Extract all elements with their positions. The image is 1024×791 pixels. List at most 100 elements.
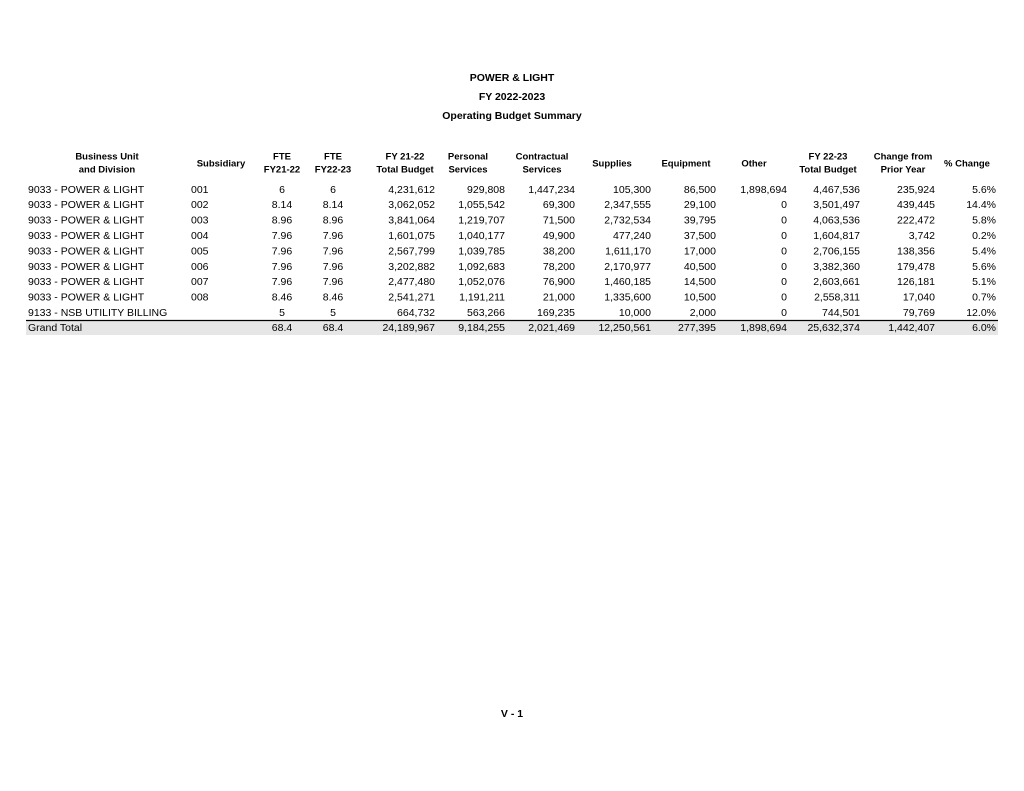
cell: 76,900 <box>543 276 575 288</box>
cell: 169,235 <box>537 307 575 319</box>
cell: 9033 - POWER & LIGHT <box>28 292 145 304</box>
cell: 8.14 <box>272 199 293 211</box>
cell: 9033 - POWER & LIGHT <box>28 245 145 257</box>
cell: 744,501 <box>822 307 860 319</box>
cell: 179,478 <box>897 261 935 273</box>
cell: 2,541,271 <box>388 292 435 304</box>
cell: 0 <box>781 245 787 257</box>
cell: 21,000 <box>543 292 575 304</box>
cell: 3,841,064 <box>388 215 435 227</box>
cell: 6 <box>279 184 285 196</box>
cell: 1,601,075 <box>388 230 435 242</box>
cell: 69,300 <box>543 199 575 211</box>
cell: 1,052,076 <box>458 276 505 288</box>
title: POWER & LIGHT <box>470 72 555 84</box>
cell: 006 <box>191 261 209 273</box>
cell: 12.0% <box>966 307 996 319</box>
column-header: Total Budget <box>376 165 434 176</box>
column-header: Personal <box>448 152 488 163</box>
cell: 3,382,360 <box>813 261 860 273</box>
cell: 1,039,785 <box>458 245 505 257</box>
column-header: FY 21-22 <box>386 152 425 163</box>
page-number: V - 1 <box>501 708 523 720</box>
cell: 1,447,234 <box>528 184 575 196</box>
cell: 1,092,683 <box>458 261 505 273</box>
cell: 2,477,480 <box>388 276 435 288</box>
cell: 17,040 <box>903 292 935 304</box>
cell: 7.96 <box>272 245 293 257</box>
cell: 8.46 <box>272 292 293 304</box>
cell: 2,567,799 <box>388 245 435 257</box>
cell: 2,170,977 <box>604 261 651 273</box>
cell: 5.6% <box>972 184 996 196</box>
cell: 10,500 <box>684 292 716 304</box>
cell: 9033 - POWER & LIGHT <box>28 215 145 227</box>
cell: 7.96 <box>323 245 344 257</box>
cell: 29,100 <box>684 199 716 211</box>
cell: 1,191,211 <box>459 292 505 304</box>
column-header: Equipment <box>661 159 711 170</box>
cell: 138,356 <box>897 245 935 257</box>
cell: 5.4% <box>972 245 996 257</box>
column-header: Total Budget <box>799 165 857 176</box>
cell: 003 <box>191 215 209 227</box>
total-cell: 1,898,694 <box>740 322 787 334</box>
cell: 0 <box>781 276 787 288</box>
cell: 8.96 <box>272 215 293 227</box>
subtitle: FY 2022-2023 <box>479 91 546 103</box>
total-cell: 68.4 <box>323 322 344 334</box>
column-header: Subsidiary <box>197 159 246 170</box>
cell: 3,501,497 <box>813 199 860 211</box>
cell: 439,445 <box>897 199 935 211</box>
total-cell: 25,632,374 <box>807 322 860 334</box>
cell: 2,558,311 <box>814 292 860 304</box>
cell: 5 <box>330 307 336 319</box>
cell: 14.4% <box>966 199 996 211</box>
column-header: Change from <box>874 152 933 163</box>
column-header: FTE <box>324 152 342 163</box>
cell: 1,611,170 <box>605 245 651 257</box>
cell: 2,347,555 <box>604 199 651 211</box>
cell: 7.96 <box>323 261 344 273</box>
cell: 78,200 <box>543 261 575 273</box>
column-header: Services <box>448 165 487 176</box>
column-header: Services <box>522 165 561 176</box>
cell: 002 <box>191 199 209 211</box>
cell: 1,335,600 <box>604 292 651 304</box>
cell: 004 <box>191 230 209 242</box>
cell: 1,219,707 <box>458 215 505 227</box>
cell: 008 <box>191 292 209 304</box>
cell: 5.1% <box>972 276 996 288</box>
cell: 3,202,882 <box>388 261 435 273</box>
cell: 007 <box>191 276 209 288</box>
cell: 5.8% <box>972 215 996 227</box>
cell: 8.96 <box>323 215 344 227</box>
cell: 8.46 <box>323 292 344 304</box>
cell: 14,500 <box>684 276 716 288</box>
column-header: Contractual <box>516 152 569 163</box>
cell: 5.6% <box>972 261 996 273</box>
total-row-bg <box>26 321 998 335</box>
column-header: Business Unit <box>75 152 139 163</box>
cell: 8.14 <box>323 199 344 211</box>
column-header: Supplies <box>592 159 632 170</box>
cell: 0 <box>781 215 787 227</box>
cell: 0 <box>781 199 787 211</box>
cell: 4,231,612 <box>388 184 435 196</box>
cell: 0 <box>781 230 787 242</box>
cell: 9033 - POWER & LIGHT <box>28 230 145 242</box>
cell: 001 <box>191 184 209 196</box>
cell: 3,062,052 <box>388 199 435 211</box>
cell: 37,500 <box>684 230 716 242</box>
cell: 1,040,177 <box>458 230 505 242</box>
cell: 38,200 <box>543 245 575 257</box>
cell: 9033 - POWER & LIGHT <box>28 184 145 196</box>
total-cell: 277,395 <box>678 322 716 334</box>
column-header: FY21-22 <box>264 165 300 176</box>
cell: 79,769 <box>903 307 935 319</box>
column-header: Prior Year <box>881 165 926 176</box>
total-cell: 12,250,561 <box>598 322 651 334</box>
cell: 1,604,817 <box>813 230 860 242</box>
cell: 1,898,694 <box>740 184 787 196</box>
